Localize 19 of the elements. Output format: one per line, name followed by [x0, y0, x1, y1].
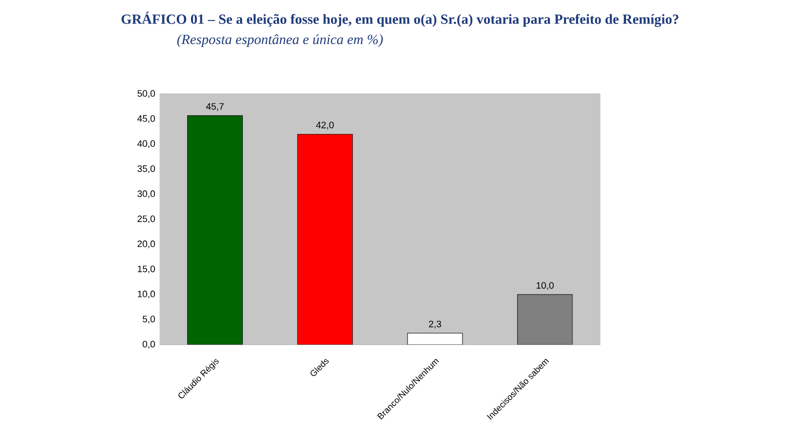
bar: [297, 134, 353, 345]
data-label: 10,0: [536, 282, 554, 290]
y-tick-label: 50,0: [138, 90, 155, 98]
y-tick-label: 20,0: [138, 240, 155, 248]
data-label: 2,3: [428, 320, 442, 328]
y-tick-label: 45,0: [137, 115, 155, 123]
data-label: 42,0: [316, 122, 334, 130]
data-label: 45,7: [206, 103, 224, 111]
y-tick-label: 40,0: [137, 140, 155, 148]
y-tick-label: 5,0: [142, 316, 155, 324]
y-tick-label: 15,0: [138, 266, 155, 274]
chart-subtitle: (Resposta espontânea e única em %): [177, 34, 383, 48]
y-tick-label: 0,0: [142, 340, 155, 349]
y-tick-label: 30,0: [137, 190, 155, 198]
y-tick-label: 35,0: [137, 165, 155, 174]
bar: [407, 332, 463, 345]
y-tick-label: 25,0: [138, 215, 155, 224]
y-tick-label: 10,0: [138, 290, 155, 298]
chart-title: GRÁFICO 01 – Se a eleição fosse hoje, em quem o(a) Sr.(a) votaria para Prefeito de Remígio?: [122, 12, 678, 27]
